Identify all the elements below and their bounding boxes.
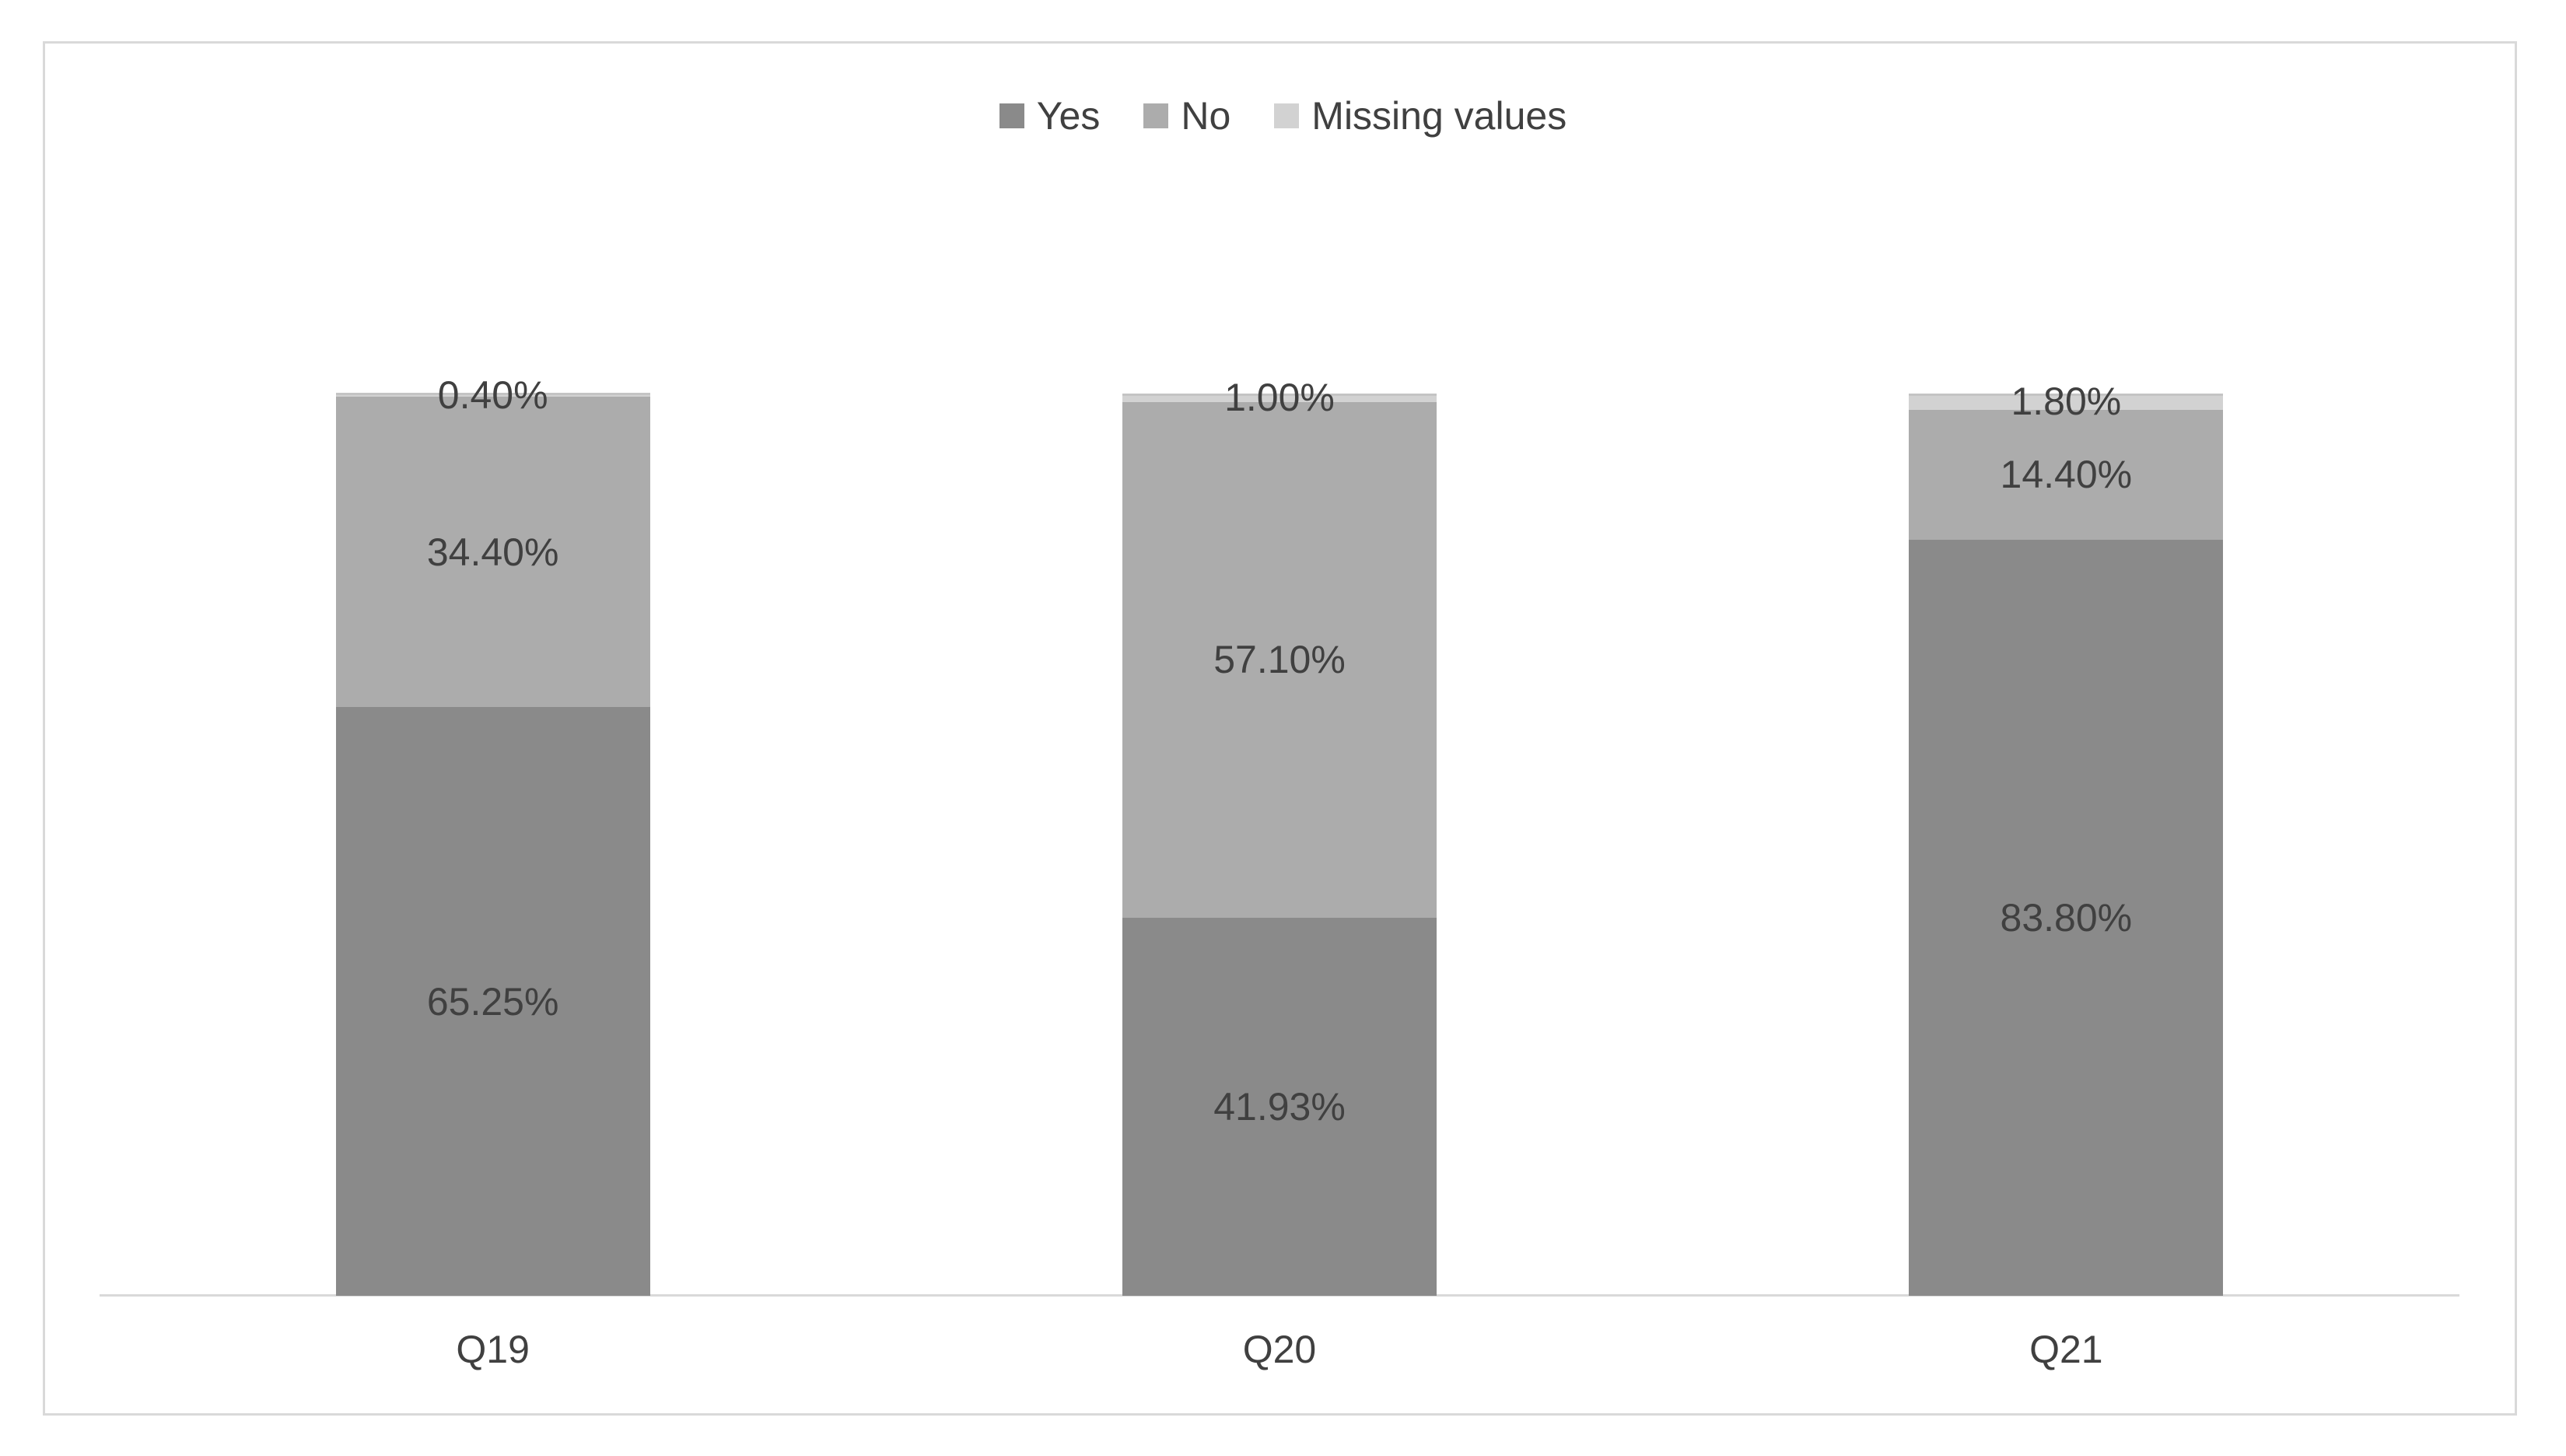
legend-label-no: No — [1181, 94, 1231, 138]
bar-q20-segment-missing-values — [1122, 393, 1437, 403]
legend-marker-no-icon — [1143, 103, 1169, 128]
data-label-q19-yes: 65.25% — [426, 979, 559, 1024]
legend-marker-missing-values-icon — [1274, 103, 1300, 128]
data-label-q20-yes: 41.93% — [1213, 1084, 1346, 1129]
data-label-q20-no: 57.10% — [1213, 638, 1346, 682]
bar-q21-segment-no — [1909, 409, 2224, 540]
data-label-q19-no: 34.40% — [426, 530, 559, 574]
bar-q19-segment-no — [335, 397, 650, 708]
bar-q21-segment-missing-values — [1909, 394, 2224, 410]
data-label-q20-missing-values: 1.00% — [1224, 376, 1335, 420]
bar-q20-segment-yes — [1122, 917, 1437, 1296]
legend-item-no: No — [1143, 93, 1230, 138]
data-label-q21-missing-values: 1.80% — [2011, 380, 2122, 424]
legend-label-missing-values: Missing values — [1311, 94, 1567, 138]
data-label-q21-no: 14.40% — [2000, 453, 2133, 497]
legend: Yes No Missing values — [0, 93, 2566, 138]
x-axis-label-q21: Q21 — [2029, 1328, 2103, 1371]
data-label-q19-missing-values: 0.40% — [437, 373, 548, 417]
bar-q19-segment-missing-values — [335, 393, 650, 397]
bar-q21-segment-yes — [1909, 539, 2224, 1296]
x-axis-label-q19: Q19 — [456, 1328, 530, 1371]
legend-label-yes: Yes — [1036, 94, 1101, 138]
data-label-q21-yes: 83.80% — [2000, 895, 2133, 940]
legend-marker-yes-icon — [999, 103, 1024, 128]
bar-q19-segment-yes — [335, 707, 650, 1296]
bar-q20-segment-no — [1122, 402, 1437, 918]
legend-item-yes: Yes — [999, 93, 1101, 138]
x-axis-label-q20: Q20 — [1242, 1328, 1317, 1371]
legend-item-missing-values: Missing values — [1274, 93, 1567, 138]
